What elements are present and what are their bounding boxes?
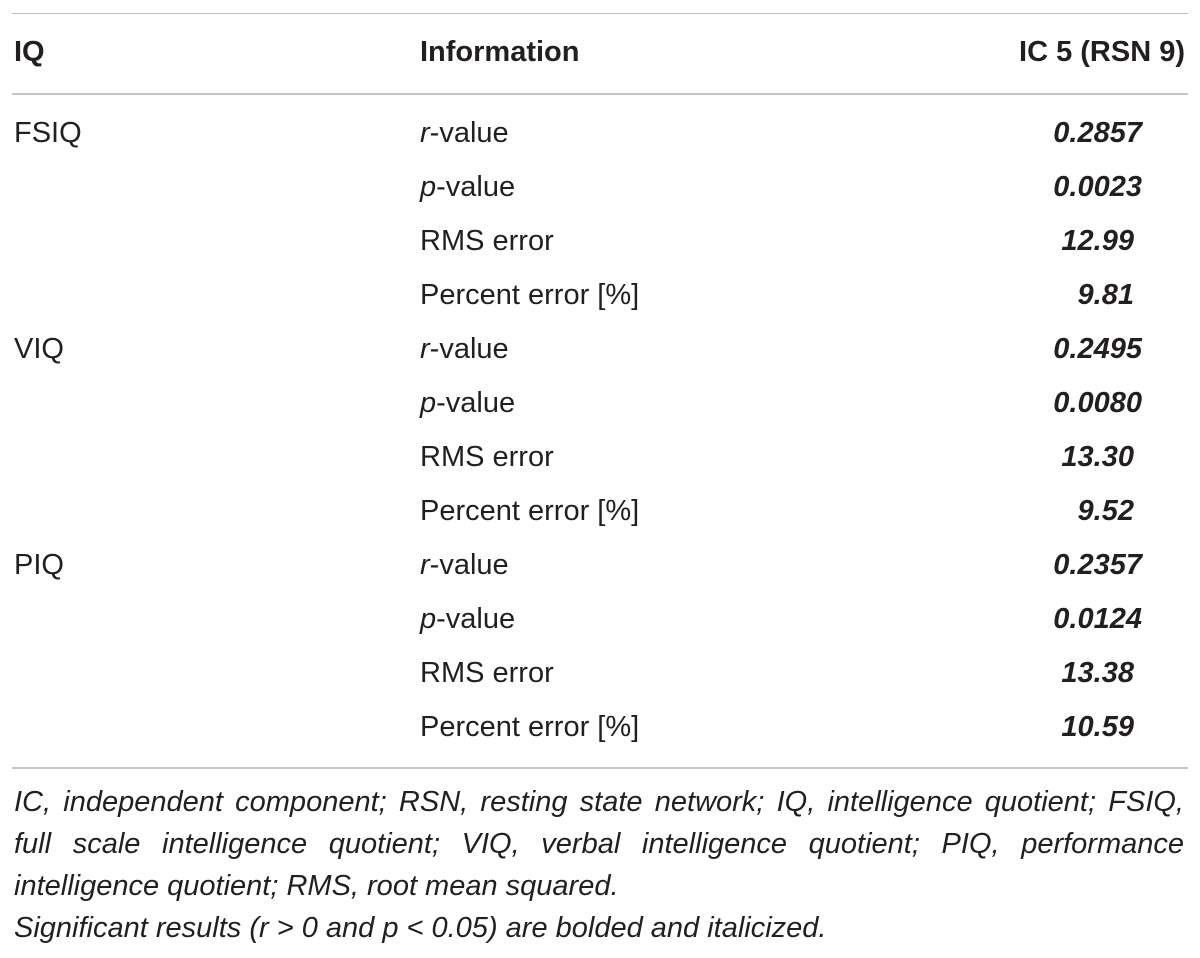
ic5-value: 9.81: [1077, 279, 1134, 311]
information-label: p-value: [420, 386, 515, 420]
ic5-value: 0.2357: [1053, 549, 1142, 581]
stat-label: RMS error: [420, 441, 554, 473]
information-label: Percent error [%]: [420, 278, 639, 312]
stat-label: Percent error [%]: [420, 279, 640, 311]
header-information: Information: [420, 36, 580, 68]
information-label: Percent error [%]: [420, 710, 639, 744]
information-label: p-value: [420, 602, 515, 636]
iq-label: VIQ: [14, 333, 64, 365]
information-label: Percent error [%]: [420, 494, 639, 528]
footnote-abbreviations: IC, independent component; RSN, resting …: [14, 786, 1184, 902]
stat-letter: r: [420, 117, 430, 149]
stat-label: -value: [429, 333, 509, 365]
table-bottom-rule: [12, 767, 1188, 769]
header-rule: [12, 93, 1188, 95]
ic5-value: 0.2857: [1053, 117, 1142, 149]
information-label: p-value: [420, 170, 515, 204]
stat-label: -value: [429, 549, 509, 581]
ic5-value: 0.0080: [1053, 387, 1142, 419]
ic5-value: 0.0124: [1053, 603, 1142, 635]
ic5-value: 10.59: [1061, 711, 1134, 743]
stat-label: -value: [436, 603, 516, 635]
header-ic5-rsn9: IC 5 (RSN 9): [1019, 36, 1185, 68]
stat-letter: r: [420, 333, 430, 365]
information-label: RMS error: [420, 224, 554, 258]
stat-letter: p: [420, 171, 437, 203]
footnote-significance: Significant results (r > 0 and p < 0.05)…: [14, 912, 827, 944]
stat-label: Percent error [%]: [420, 495, 640, 527]
header-iq: IQ: [14, 36, 45, 68]
stat-label: -value: [436, 387, 516, 419]
ic5-value: 0.0023: [1053, 171, 1142, 203]
iq-label: FSIQ: [14, 117, 82, 149]
stat-label: -value: [429, 117, 509, 149]
ic5-value: 13.30: [1061, 441, 1134, 473]
stat-letter: r: [420, 549, 430, 581]
information-label: RMS error: [420, 656, 554, 690]
stat-label: -value: [436, 171, 516, 203]
stat-label: RMS error: [420, 657, 554, 689]
information-label: r-value: [420, 116, 509, 150]
information-label: r-value: [420, 548, 509, 582]
stat-label: Percent error [%]: [420, 711, 640, 743]
stat-letter: p: [420, 387, 437, 419]
ic5-value: 0.2495: [1053, 333, 1142, 365]
ic5-value: 9.52: [1077, 495, 1134, 527]
table-top-rule: [12, 13, 1188, 14]
iq-label: PIQ: [14, 549, 64, 581]
stat-letter: p: [420, 603, 437, 635]
ic5-value: 12.99: [1061, 225, 1134, 257]
stat-label: RMS error: [420, 225, 554, 257]
information-label: RMS error: [420, 440, 554, 474]
table-footnotes: IC, independent component; RSN, resting …: [14, 781, 1184, 949]
ic5-value: 13.38: [1061, 657, 1134, 689]
information-label: r-value: [420, 332, 509, 366]
